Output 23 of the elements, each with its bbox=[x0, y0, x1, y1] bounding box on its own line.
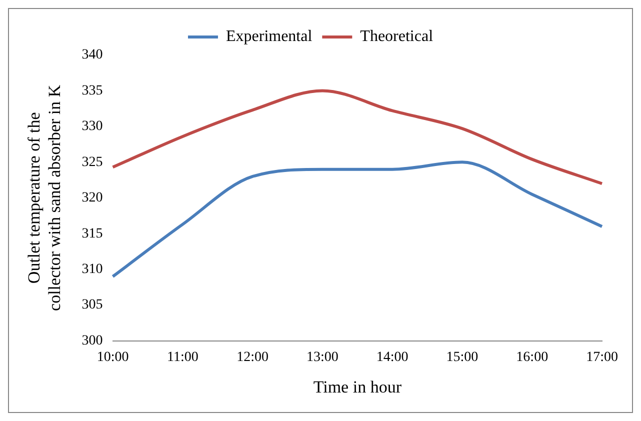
x-tick-label: 12:00 bbox=[236, 350, 269, 365]
y-tick-label: 305 bbox=[82, 298, 103, 313]
y-tick-label: 315 bbox=[82, 226, 103, 242]
y-axis-title: Outlet temperature of the collector with sand absorber in K bbox=[24, 84, 64, 311]
x-tick-label: 14:00 bbox=[376, 350, 408, 365]
line-series bbox=[111, 89, 604, 186]
y-tick-label: 335 bbox=[82, 83, 103, 98]
legend-label: Theoretical bbox=[360, 28, 434, 46]
x-tick-label: 16:00 bbox=[516, 350, 548, 365]
y-tick-label: 320 bbox=[82, 190, 103, 206]
x-tick-label: 11:00 bbox=[167, 350, 198, 365]
y-tick-label: 310 bbox=[82, 262, 103, 278]
y-tick-label: 340 bbox=[82, 48, 103, 63]
y-tick-label: 300 bbox=[82, 333, 103, 348]
x-tick-label: 17:00 bbox=[586, 350, 618, 365]
x-tick-label: 15:00 bbox=[446, 350, 478, 365]
x-tick-label: 10:00 bbox=[96, 350, 129, 365]
y-tick-label: 330 bbox=[82, 119, 103, 134]
y-tick-label: 325 bbox=[82, 154, 103, 170]
x-tick-label: 13:00 bbox=[306, 350, 338, 365]
line-series bbox=[111, 160, 604, 278]
legend-label: Experimental bbox=[226, 28, 313, 46]
x-axis-title: Time in hour bbox=[313, 377, 402, 396]
